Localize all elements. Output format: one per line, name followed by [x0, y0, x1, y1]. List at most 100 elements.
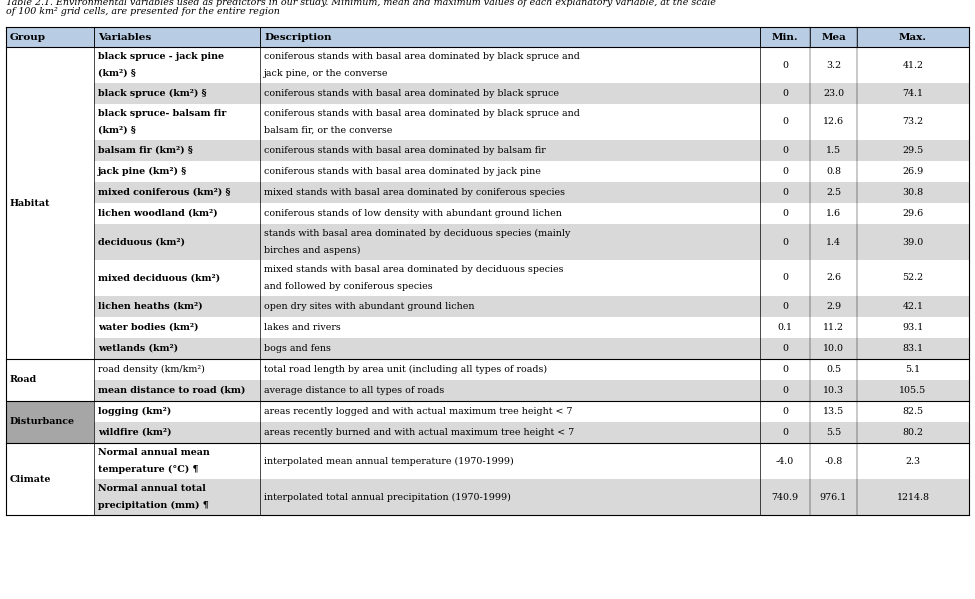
- Text: Normal annual total: Normal annual total: [98, 485, 206, 494]
- Text: water bodies (km²): water bodies (km²): [98, 323, 199, 332]
- Text: black spruce- balsam fir: black spruce- balsam fir: [98, 110, 226, 119]
- Text: Max.: Max.: [899, 32, 927, 41]
- Text: 0: 0: [782, 188, 788, 197]
- Text: logging (km²): logging (km²): [98, 407, 172, 416]
- Bar: [6, 104, 969, 140]
- Text: 42.1: 42.1: [903, 302, 923, 311]
- Text: balsam fir, or the converse: balsam fir, or the converse: [264, 126, 392, 135]
- Text: Road: Road: [10, 376, 37, 385]
- Text: Normal annual mean: Normal annual mean: [98, 448, 210, 457]
- Text: 740.9: 740.9: [771, 492, 799, 501]
- Text: mixed coniferous (km²) §: mixed coniferous (km²) §: [98, 188, 230, 197]
- Text: 1.4: 1.4: [826, 237, 841, 247]
- Bar: [6, 359, 94, 401]
- Text: 80.2: 80.2: [903, 428, 923, 437]
- Text: -0.8: -0.8: [825, 456, 842, 465]
- Bar: [6, 401, 94, 443]
- Bar: [6, 359, 969, 380]
- Text: 1214.8: 1214.8: [896, 492, 929, 501]
- Text: 2.5: 2.5: [826, 188, 841, 197]
- Bar: [6, 182, 969, 203]
- Bar: [6, 380, 969, 401]
- Text: wetlands (km²): wetlands (km²): [98, 344, 178, 353]
- Text: average distance to all types of roads: average distance to all types of roads: [264, 386, 445, 395]
- Text: 29.6: 29.6: [903, 209, 923, 218]
- Text: black spruce (km²) §: black spruce (km²) §: [98, 89, 207, 98]
- Text: total road length by area unit (including all types of roads): total road length by area unit (includin…: [264, 365, 547, 374]
- Text: deciduous (km²): deciduous (km²): [98, 237, 185, 247]
- Bar: [6, 140, 969, 161]
- Text: 29.5: 29.5: [903, 146, 923, 155]
- Text: 93.1: 93.1: [903, 323, 923, 332]
- Text: Mea: Mea: [821, 32, 846, 41]
- Bar: [6, 479, 969, 515]
- Text: 0: 0: [782, 237, 788, 247]
- Bar: [6, 443, 969, 479]
- Text: 10.0: 10.0: [823, 344, 844, 353]
- Text: 2.3: 2.3: [906, 456, 920, 465]
- Text: 3.2: 3.2: [826, 60, 841, 69]
- Bar: [6, 317, 969, 338]
- Text: and followed by coniferous species: and followed by coniferous species: [264, 282, 433, 291]
- Text: 82.5: 82.5: [903, 407, 923, 416]
- Text: open dry sites with abundant ground lichen: open dry sites with abundant ground lich…: [264, 302, 475, 311]
- Text: 26.9: 26.9: [903, 167, 923, 176]
- Text: 30.8: 30.8: [903, 188, 923, 197]
- Text: 0.5: 0.5: [826, 365, 841, 374]
- Text: (km²) §: (km²) §: [98, 69, 136, 78]
- Text: coniferous stands with basal area dominated by black spruce: coniferous stands with basal area domina…: [264, 89, 559, 98]
- Text: 2.9: 2.9: [826, 302, 841, 311]
- Text: 0: 0: [782, 274, 788, 283]
- Text: 0: 0: [782, 344, 788, 353]
- Bar: [6, 296, 969, 317]
- Bar: [6, 203, 969, 224]
- Text: coniferous stands with basal area dominated by jack pine: coniferous stands with basal area domina…: [264, 167, 541, 176]
- Text: 39.0: 39.0: [903, 237, 923, 247]
- Text: 0: 0: [782, 117, 788, 126]
- Text: 0: 0: [782, 386, 788, 395]
- Bar: [6, 47, 969, 83]
- Text: of 100 km² grid cells, are presented for the entire region: of 100 km² grid cells, are presented for…: [6, 7, 280, 16]
- Text: (km²) §: (km²) §: [98, 126, 136, 135]
- Bar: [6, 338, 969, 359]
- Text: Group: Group: [10, 32, 46, 41]
- Text: 83.1: 83.1: [903, 344, 923, 353]
- Text: 0: 0: [782, 146, 788, 155]
- Text: mixed deciduous (km²): mixed deciduous (km²): [98, 274, 220, 283]
- Text: 1.6: 1.6: [826, 209, 841, 218]
- Text: road density (km/km²): road density (km/km²): [98, 365, 205, 374]
- Text: precipitation (mm) ¶: precipitation (mm) ¶: [98, 501, 209, 510]
- Text: mixed stands with basal area dominated by coniferous species: mixed stands with basal area dominated b…: [264, 188, 565, 197]
- Text: wildfire (km²): wildfire (km²): [98, 428, 172, 437]
- Text: 976.1: 976.1: [820, 492, 847, 501]
- Text: Disturbance: Disturbance: [10, 418, 75, 426]
- Bar: [6, 443, 94, 515]
- Text: 11.2: 11.2: [823, 323, 844, 332]
- Bar: [6, 83, 969, 104]
- Text: coniferous stands with basal area dominated by black spruce and: coniferous stands with basal area domina…: [264, 110, 580, 119]
- Text: 0: 0: [782, 60, 788, 69]
- Bar: [6, 27, 969, 47]
- Text: 5.5: 5.5: [826, 428, 841, 437]
- Text: 23.0: 23.0: [823, 89, 844, 98]
- Text: birches and aspens): birches and aspens): [264, 246, 361, 255]
- Text: Climate: Climate: [10, 474, 52, 483]
- Text: lichen woodland (km²): lichen woodland (km²): [98, 209, 217, 218]
- Bar: [6, 47, 94, 359]
- Text: mixed stands with basal area dominated by deciduous species: mixed stands with basal area dominated b…: [264, 265, 564, 274]
- Text: areas recently burned and with actual maximum tree height < 7: areas recently burned and with actual ma…: [264, 428, 574, 437]
- Text: temperature (°C) ¶: temperature (°C) ¶: [98, 465, 199, 474]
- Text: 74.1: 74.1: [903, 89, 923, 98]
- Text: 5.1: 5.1: [906, 365, 920, 374]
- Text: bogs and fens: bogs and fens: [264, 344, 331, 353]
- Text: 105.5: 105.5: [899, 386, 926, 395]
- Text: 52.2: 52.2: [903, 274, 923, 283]
- Text: 2.6: 2.6: [826, 274, 841, 283]
- Text: 0: 0: [782, 209, 788, 218]
- Text: interpolated total annual precipitation (1970-1999): interpolated total annual precipitation …: [264, 492, 511, 501]
- Text: lichen heaths (km²): lichen heaths (km²): [98, 302, 203, 311]
- Text: 0: 0: [782, 407, 788, 416]
- Text: black spruce - jack pine: black spruce - jack pine: [98, 52, 224, 61]
- Text: 0: 0: [782, 365, 788, 374]
- Text: 73.2: 73.2: [903, 117, 923, 126]
